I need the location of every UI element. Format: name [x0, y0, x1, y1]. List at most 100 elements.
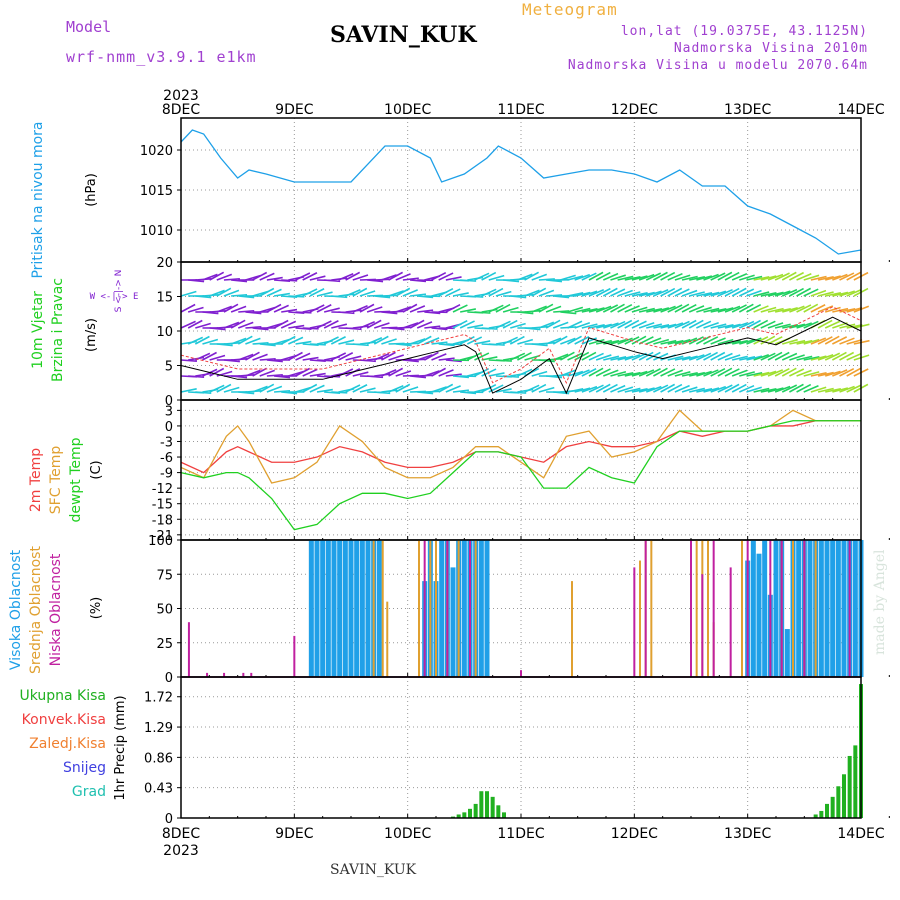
- wind-barb: [724, 323, 741, 329]
- wind-barb: [638, 387, 655, 393]
- wind-barb: [667, 339, 684, 345]
- wind-barb: [287, 351, 303, 361]
- wind-barb: [817, 275, 834, 281]
- wind-barb: [524, 354, 541, 361]
- wind-barb: [223, 289, 240, 297]
- cloud-bar: [342, 540, 348, 677]
- wind-barb: [567, 335, 582, 345]
- x-tick-label-top: 10DEC: [384, 102, 431, 118]
- wind-barb: [245, 351, 260, 361]
- cloud-bar: [457, 540, 460, 677]
- wind-barb: [731, 339, 748, 345]
- precip-legend-item: Konvek.Kisa: [22, 712, 106, 728]
- wind-barb: [724, 354, 741, 361]
- y-tick-label: -12: [152, 482, 173, 497]
- temp-label-dewpt: dewpt Temp: [68, 437, 84, 522]
- wind-barb: [423, 351, 439, 361]
- wind-barb: [703, 307, 720, 313]
- wind-barb: [689, 387, 705, 393]
- wind-barb: [216, 305, 233, 313]
- wind-barb: [624, 276, 641, 281]
- wind-barb: [660, 368, 676, 377]
- wind-barb: [230, 305, 247, 313]
- wind-barb: [688, 319, 704, 329]
- wind-barb: [574, 387, 591, 393]
- wind-barb: [610, 371, 627, 377]
- wind-barb: [209, 384, 225, 393]
- cloud-bar: [423, 540, 426, 677]
- cloud-bar: [439, 540, 445, 677]
- wind-barb: [803, 371, 820, 377]
- wind-barb: [638, 351, 654, 361]
- wind-barb: [373, 335, 389, 345]
- wind-barb: [309, 275, 326, 281]
- wind-barb: [610, 274, 626, 281]
- wind-barb: [223, 359, 240, 363]
- wind-barb: [195, 295, 212, 299]
- wind-barb: [710, 290, 727, 297]
- wind-barb: [731, 272, 748, 281]
- wind-compass-ns: S <-|-> N: [114, 270, 124, 313]
- precip-bar: [502, 812, 506, 818]
- wind-barb: [832, 273, 848, 281]
- wind-barb: [803, 303, 819, 313]
- cloud-bar: [701, 574, 704, 677]
- wind-barb: [796, 273, 812, 281]
- wind-barb: [825, 292, 842, 297]
- wind-speed-line: [180, 316, 862, 395]
- wind-barb: [803, 384, 819, 393]
- wind-barb: [796, 287, 812, 297]
- y-tick-label: -18: [152, 513, 173, 528]
- wind-barb: [595, 383, 611, 393]
- wind-barb: [581, 307, 598, 313]
- wind-barb: [309, 304, 325, 313]
- wind-barb: [381, 274, 397, 281]
- footer-station: SAVIN_KUK: [330, 862, 417, 878]
- wind-barb: [273, 292, 290, 297]
- wind-barb: [631, 292, 648, 297]
- wind-barb: [825, 388, 842, 393]
- wind-barbs: [180, 271, 870, 395]
- wind-barb: [531, 370, 548, 377]
- wind-barb: [846, 288, 862, 297]
- wind-barb: [495, 303, 511, 313]
- wind-barb: [388, 327, 405, 331]
- x-tick-label-top: 8DEC: [162, 102, 201, 118]
- temp-series-2: [180, 420, 861, 531]
- wind-barb: [767, 322, 784, 329]
- wind-barb: [674, 288, 690, 297]
- wind-barb: [688, 305, 705, 313]
- wind-barb: [817, 319, 833, 329]
- wind-barb: [731, 304, 747, 313]
- wind-barb: [330, 352, 347, 361]
- wind-barb: [789, 354, 805, 361]
- cloud-bar: [474, 540, 477, 677]
- wind-barb: [524, 271, 540, 281]
- wind-barb: [481, 288, 497, 297]
- wind-barb: [424, 325, 441, 329]
- y-tick-label: 15: [156, 291, 173, 306]
- cloud-bar: [250, 672, 253, 677]
- wind-barb: [352, 305, 368, 313]
- wind-barb: [209, 367, 225, 377]
- wind-barb: [846, 352, 862, 361]
- wind-barb: [617, 371, 634, 377]
- x-tick-label-bottom: 9DEC: [275, 826, 314, 842]
- cloud-bar: [308, 540, 314, 677]
- wind-barb: [717, 367, 733, 377]
- cloud-bar: [223, 672, 226, 677]
- cloud-bar: [830, 540, 836, 677]
- wind-barb: [796, 304, 812, 313]
- wind-barb: [209, 354, 226, 361]
- wind-barb: [810, 371, 827, 377]
- wind-barb: [223, 321, 240, 329]
- wind-barb: [602, 383, 618, 393]
- wind-barb: [810, 289, 827, 297]
- wind-barb: [402, 303, 418, 313]
- wind-barb: [402, 322, 419, 329]
- wind-barb: [810, 355, 827, 361]
- cloud-bar: [206, 672, 209, 677]
- wind-barb: [188, 279, 205, 283]
- wind-barb: [610, 384, 626, 393]
- wind-barb: [567, 320, 583, 329]
